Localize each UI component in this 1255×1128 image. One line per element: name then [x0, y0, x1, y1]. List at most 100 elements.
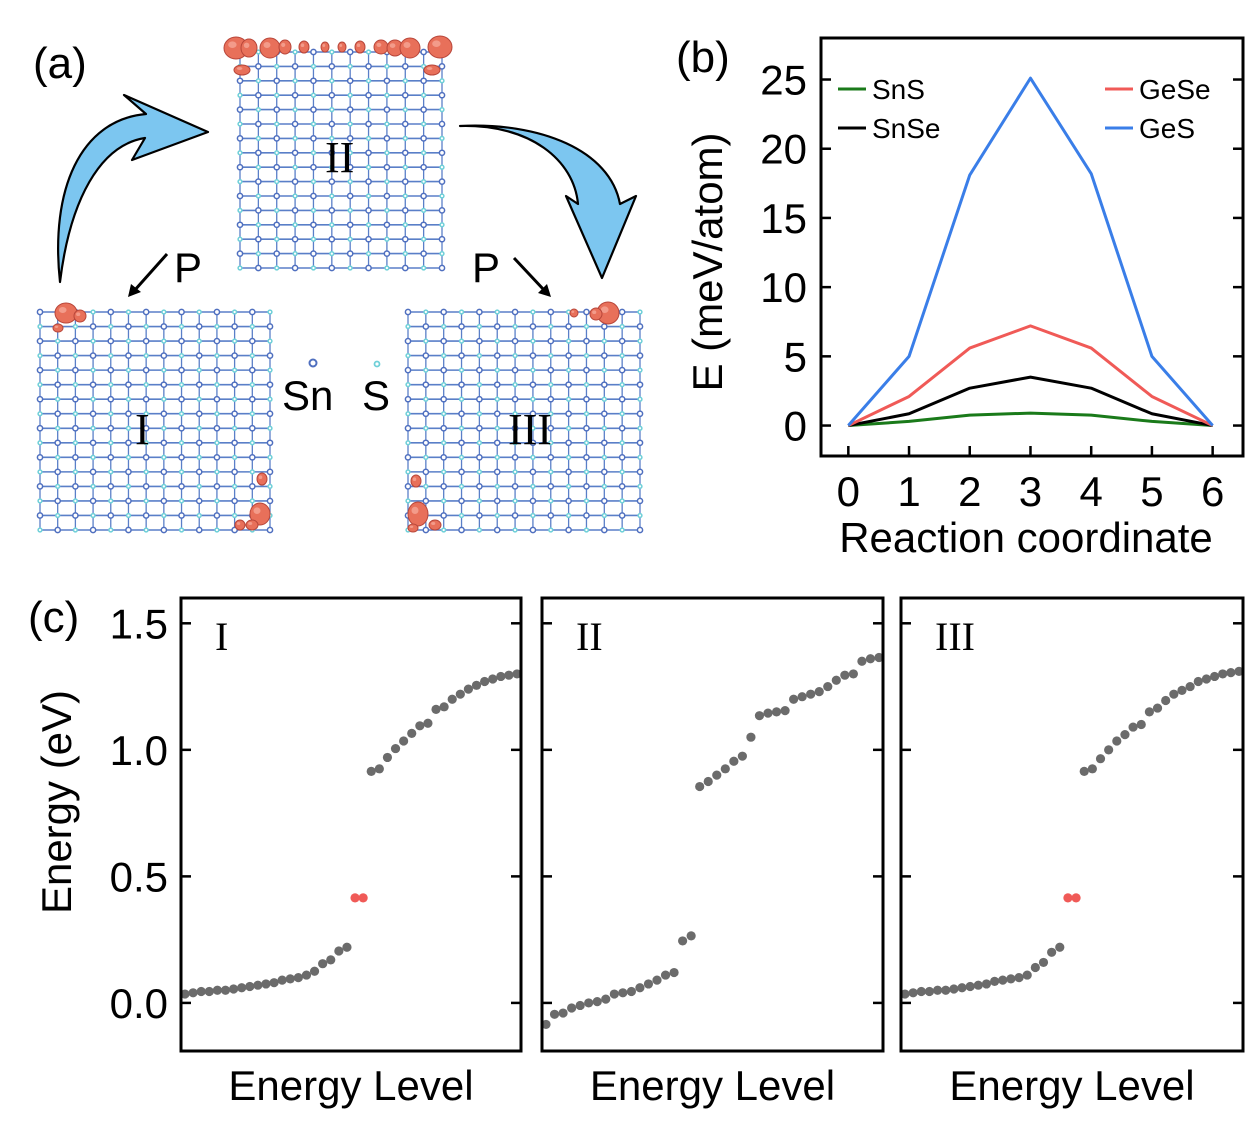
s-atom — [161, 309, 167, 315]
sn-atom — [404, 395, 412, 403]
sn-atom — [636, 468, 644, 476]
sn-atom — [273, 135, 281, 142]
energy-level-point — [1185, 681, 1195, 692]
s-atom — [512, 323, 518, 330]
energy-level-point — [1014, 973, 1024, 983]
sn-atom — [231, 323, 238, 330]
energy-level-point — [643, 979, 654, 989]
sn-atom — [440, 308, 448, 316]
energy-level-point — [857, 656, 867, 666]
sn-atom — [440, 395, 448, 403]
energy-level-point — [1120, 730, 1130, 740]
s-atom — [458, 454, 465, 460]
panel-b-label: (b) — [676, 33, 730, 82]
energy-level-point — [1055, 942, 1065, 952]
s-atom — [439, 106, 445, 113]
s-atom — [637, 512, 643, 519]
sn-atom — [438, 235, 446, 243]
sn-atom — [328, 264, 336, 272]
sn-atom — [142, 395, 150, 403]
s-atom — [214, 469, 220, 475]
sn-atom — [458, 439, 465, 447]
sn-atom — [401, 149, 409, 157]
energy-level-point — [228, 984, 239, 994]
s-atom — [402, 222, 408, 228]
pressure-arrowhead-right-icon — [538, 284, 551, 297]
s-atom — [161, 512, 167, 519]
s-atom — [458, 512, 465, 519]
sn-atom — [213, 366, 221, 374]
sn-atom — [422, 323, 430, 330]
sn-atom — [493, 381, 501, 389]
sn-atom — [213, 453, 221, 461]
s-atom — [125, 454, 132, 460]
sn-atom — [160, 323, 168, 330]
sn-atom — [401, 63, 409, 70]
s-atom — [548, 498, 554, 504]
sn-atom — [440, 453, 448, 461]
s-atom — [601, 512, 607, 519]
s-atom — [347, 121, 353, 127]
s-atom — [161, 338, 167, 344]
legend-label-GeSe: GeSe — [1139, 74, 1211, 105]
charge-blob-highlight — [253, 507, 261, 514]
sn-atom — [583, 337, 590, 345]
sn-atom — [195, 526, 203, 534]
s-atom — [108, 352, 114, 359]
sn-atom — [547, 424, 555, 432]
energy-level-point — [285, 974, 295, 984]
s-atom — [161, 396, 167, 402]
s-atom — [583, 440, 590, 446]
panel-b-frame — [819, 36, 1245, 458]
sn-atom — [291, 178, 299, 185]
s-atom — [143, 352, 149, 359]
sn-atom — [583, 512, 590, 519]
s-atom — [512, 440, 518, 446]
s-atom — [310, 207, 317, 214]
s-atom — [405, 440, 411, 446]
s-atom — [237, 207, 243, 214]
sn-atom — [54, 468, 62, 476]
sn-atom — [178, 337, 185, 345]
defect-state-point — [1071, 893, 1081, 903]
sn-atom — [438, 149, 446, 157]
s-atom — [347, 207, 353, 214]
energy-level-point — [703, 776, 713, 787]
s-atom — [161, 483, 167, 490]
s-atom — [458, 309, 465, 315]
s-atom — [108, 498, 114, 504]
sn-atom — [346, 221, 354, 229]
s-atom — [55, 367, 61, 373]
energy-level-point — [1234, 666, 1244, 676]
sn-atom — [36, 512, 44, 519]
s-atom — [441, 469, 447, 475]
sn-atom — [310, 77, 317, 85]
energy-level-point — [326, 955, 336, 965]
sn-atom — [236, 250, 244, 257]
sn-atom — [107, 308, 115, 316]
sn-atom — [107, 512, 115, 519]
sn-atom — [178, 453, 185, 461]
sn-atom — [72, 483, 79, 490]
s-atom — [637, 483, 643, 490]
energy-level-point — [981, 979, 992, 989]
sn-atom — [440, 512, 448, 519]
charge-blob-highlight — [258, 475, 263, 480]
c-y-tick-label: 1.5 — [110, 600, 168, 647]
energy-level-point — [1038, 957, 1049, 968]
energy-level-point — [269, 978, 279, 988]
s-atom — [196, 454, 202, 460]
s-atom — [178, 527, 185, 533]
s-atom — [274, 150, 280, 156]
energy-level-point — [1030, 962, 1040, 973]
charge-blob — [54, 302, 78, 324]
energy-level-point — [924, 986, 935, 997]
sn-atom — [618, 395, 626, 403]
charge-blob — [589, 307, 603, 321]
sn-atom — [600, 526, 608, 534]
sn-atom — [291, 91, 299, 99]
s-atom — [292, 164, 298, 170]
s-atom — [548, 469, 554, 475]
s-atom — [249, 382, 255, 388]
sn-atom — [54, 497, 62, 505]
